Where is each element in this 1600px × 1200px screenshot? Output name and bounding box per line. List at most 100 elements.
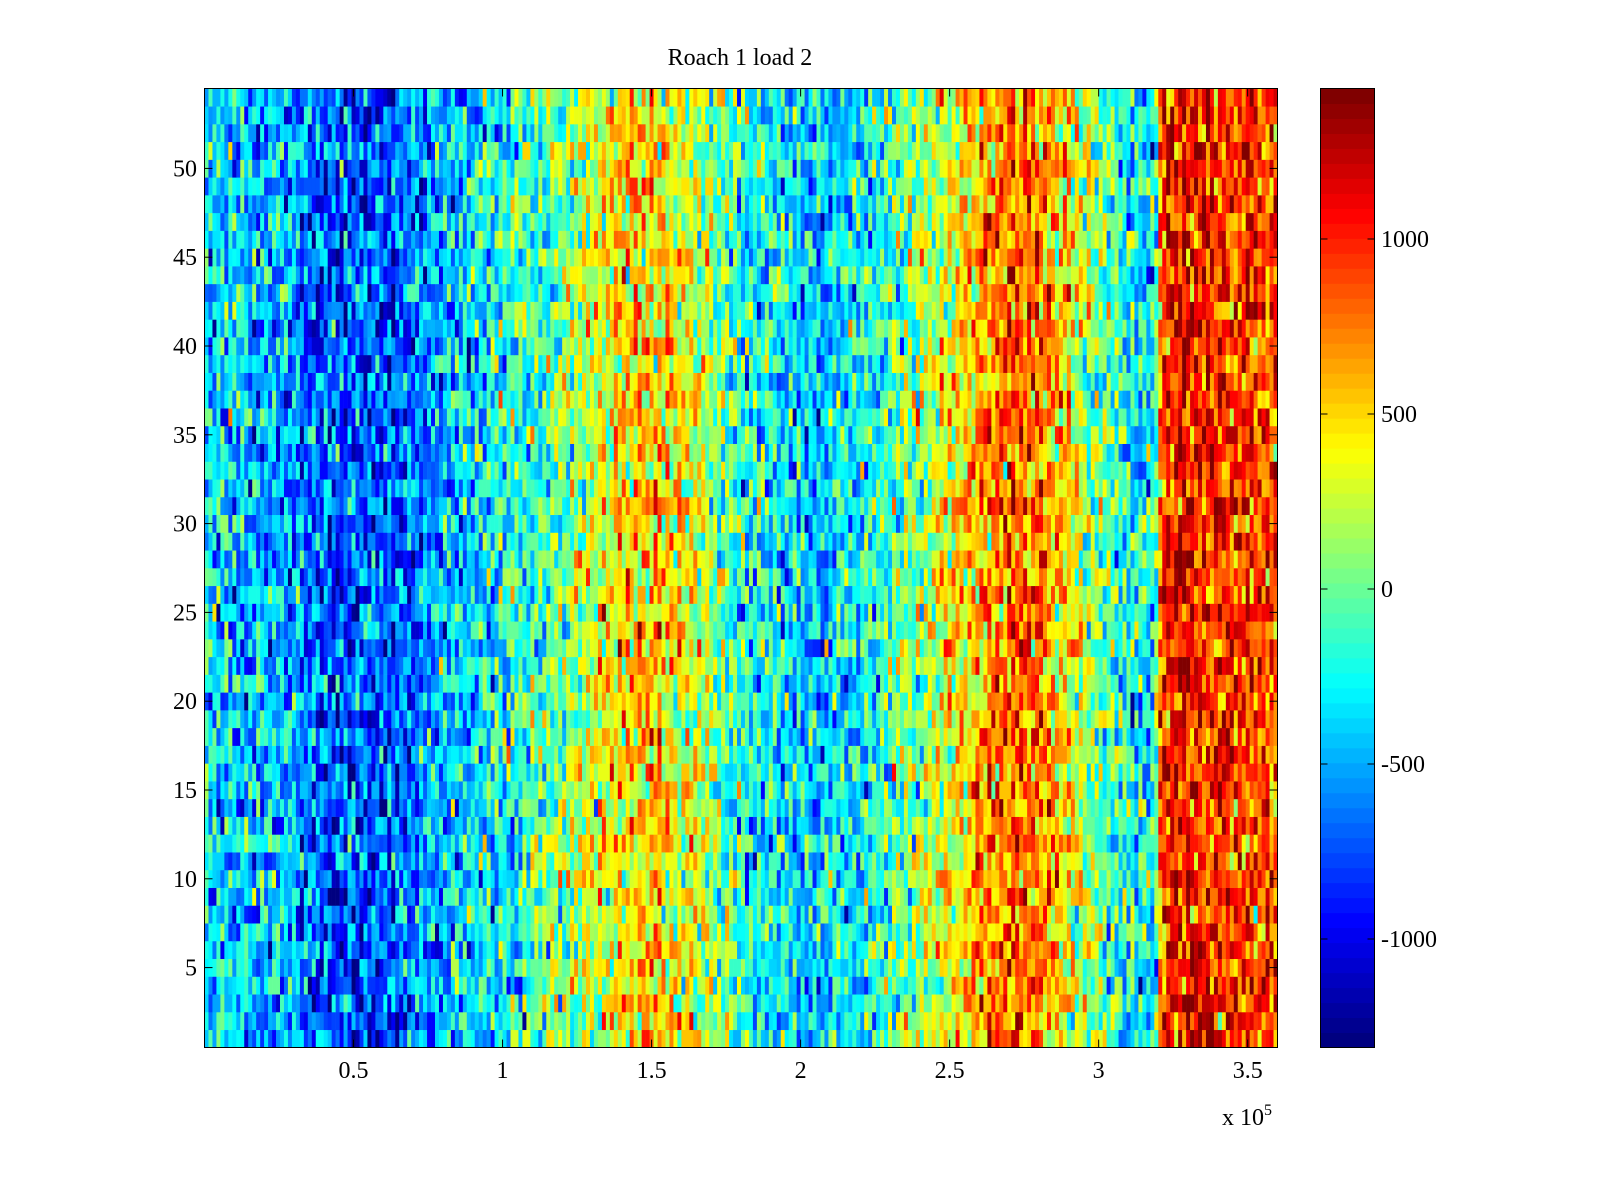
heatmap-cell <box>776 923 782 942</box>
heatmap-cell <box>888 834 893 853</box>
heatmap-cell <box>1130 869 1135 888</box>
heatmap-cell <box>458 994 464 1013</box>
heatmap-cell <box>725 763 730 782</box>
heatmap-cell <box>1190 781 1195 800</box>
heatmap-cell <box>1019 1029 1024 1048</box>
heatmap-cell <box>1047 763 1052 782</box>
heatmap-cell <box>1190 940 1195 960</box>
heatmap-cell <box>1086 1011 1092 1031</box>
heatmap-cell <box>1190 727 1195 746</box>
heatmap-cell <box>307 745 313 764</box>
heatmap-cell <box>884 940 889 960</box>
heatmap-cell <box>1198 1029 1203 1048</box>
heatmap-cell <box>796 905 801 924</box>
heatmap-cell <box>280 994 285 1013</box>
heatmap-cell <box>733 727 738 746</box>
heatmap-cell <box>1007 958 1012 977</box>
heatmap-cell <box>880 923 885 942</box>
heatmap-cell <box>347 994 352 1013</box>
heatmap-cell <box>911 1011 917 1031</box>
heatmap-cell <box>1174 834 1179 853</box>
heatmap-cell <box>1003 745 1008 764</box>
heatmap-cell <box>1098 869 1103 888</box>
heatmap-cell <box>772 976 778 995</box>
heatmap-cell <box>1186 852 1191 871</box>
heatmap-cell <box>1118 1029 1123 1048</box>
heatmap-cell <box>951 923 956 942</box>
heatmap-cell <box>586 710 591 729</box>
heatmap-cell <box>510 923 515 942</box>
heatmap-cell <box>391 834 396 853</box>
heatmap-cell <box>299 710 305 729</box>
heatmap-cell <box>311 852 317 871</box>
heatmap-cell <box>1118 905 1123 924</box>
heatmap-cell <box>236 1029 241 1048</box>
heatmap-cell <box>411 781 416 800</box>
heatmap-cell <box>530 923 535 942</box>
heatmap-cell <box>633 940 638 960</box>
heatmap-cell <box>1015 976 1020 995</box>
heatmap-cell <box>264 869 269 888</box>
heatmap-cell <box>967 816 972 835</box>
heatmap-cell <box>836 994 841 1013</box>
heatmap-cell <box>510 940 515 960</box>
heatmap-cell <box>764 1029 770 1048</box>
heatmap-cell <box>256 727 261 746</box>
heatmap-cell <box>1245 958 1250 977</box>
heatmap-cell <box>562 905 567 924</box>
heatmap-cell <box>534 1029 539 1048</box>
heatmap-cell <box>1122 763 1127 782</box>
heatmap-cell <box>1245 869 1250 888</box>
heatmap-cell <box>864 834 869 853</box>
heatmap-cell <box>327 816 332 835</box>
heatmap-cell <box>208 887 213 906</box>
heatmap-cell <box>1118 1011 1123 1031</box>
heatmap-cell <box>1225 745 1231 764</box>
heatmap-cell <box>868 1011 873 1031</box>
heatmap-cell <box>375 887 380 906</box>
heatmap-cell <box>725 976 730 995</box>
heatmap-cell <box>454 852 460 871</box>
heatmap-cell <box>868 816 873 835</box>
heatmap-cell <box>597 727 603 746</box>
heatmap-cell <box>987 745 992 764</box>
heatmap-cell <box>351 869 356 888</box>
heatmap-cell <box>276 887 281 906</box>
heatmap-cell <box>1174 887 1179 906</box>
heatmap-cell <box>860 1029 865 1048</box>
heatmap-cell <box>1241 976 1247 995</box>
heatmap-cell <box>872 958 877 977</box>
heatmap-cell <box>697 994 702 1013</box>
heatmap-cell <box>1186 1011 1191 1031</box>
heatmap-cell <box>506 745 511 764</box>
heatmap-cell <box>375 958 380 977</box>
heatmap-cell <box>526 869 531 888</box>
heatmap-cell <box>1086 958 1092 977</box>
heatmap-cell <box>1225 834 1231 853</box>
heatmap-cell <box>995 994 1000 1013</box>
heatmap-cell <box>677 958 682 977</box>
heatmap-cell <box>971 745 976 764</box>
heatmap-cell <box>419 905 424 924</box>
heatmap-cell <box>498 940 503 960</box>
heatmap-cell <box>268 834 273 853</box>
heatmap-cell <box>355 1011 360 1031</box>
heatmap-cell <box>895 727 901 746</box>
heatmap-cell <box>903 1029 909 1048</box>
heatmap-cell <box>522 976 527 995</box>
heatmap-cell <box>375 834 380 853</box>
heatmap-cell <box>991 798 996 817</box>
heatmap-cell <box>1190 816 1195 835</box>
heatmap-cell <box>776 976 782 995</box>
heatmap-cell <box>315 710 321 729</box>
heatmap-cell <box>836 923 841 942</box>
heatmap-cell <box>713 958 718 977</box>
heatmap-cell <box>641 958 646 977</box>
heatmap-cell <box>1003 727 1008 746</box>
heatmap-cell <box>951 940 956 960</box>
heatmap-cell <box>550 798 555 817</box>
heatmap-cell <box>1106 1011 1111 1031</box>
heatmap-cell <box>752 727 758 746</box>
heatmap-cell <box>411 834 416 853</box>
heatmap-cell <box>1011 781 1016 800</box>
